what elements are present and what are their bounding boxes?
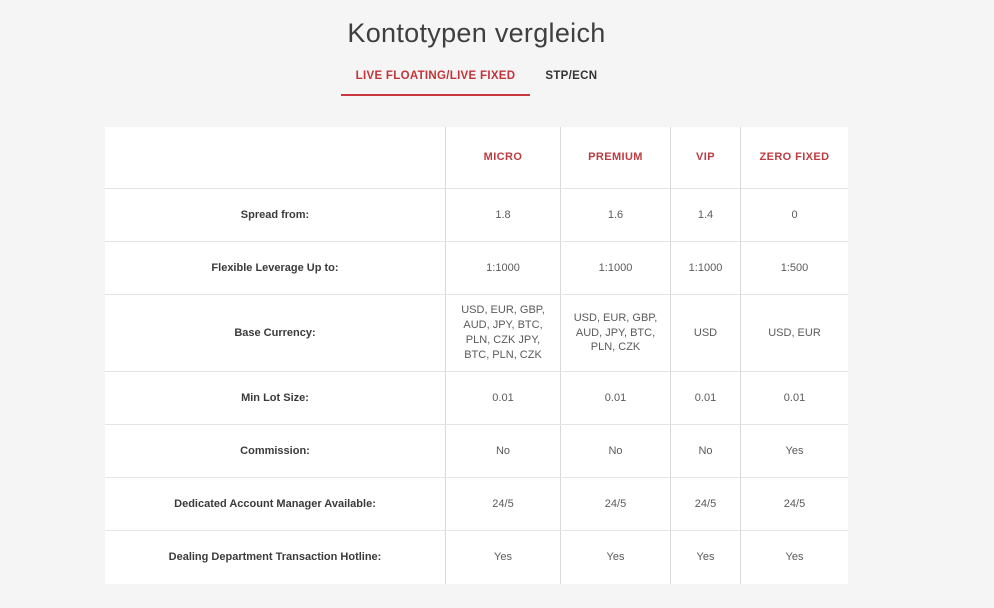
column-header-micro: MICRO: [445, 127, 560, 188]
cell-value: No: [445, 425, 560, 477]
cell-value: USD, EUR, GBP, AUD, JPY, BTC, PLN, CZK: [560, 295, 670, 371]
cell-value: 1:1000: [560, 242, 670, 294]
row-label: Dealing Department Transaction Hotline:: [168, 551, 382, 564]
cell-value: 0.01: [445, 372, 560, 424]
cell-value: 1.4: [670, 189, 740, 241]
cell-value: 0.01: [670, 372, 740, 424]
cell-value: Yes: [740, 425, 848, 477]
table-header-row: MICRO PREMIUM VIP ZERO FIXED: [105, 127, 848, 189]
cell-value: Yes: [560, 531, 670, 584]
cell-value: 1:1000: [670, 242, 740, 294]
cell-value: 24/5: [670, 478, 740, 530]
table-row-base-currency: Base Currency: USD, EUR, GBP, AUD, JPY, …: [105, 295, 848, 372]
cell-value: 1.8: [445, 189, 560, 241]
cell-value: Yes: [670, 531, 740, 584]
table-row-transaction-hotline: Dealing Department Transaction Hotline: …: [105, 531, 848, 584]
cell-value: 1.6: [560, 189, 670, 241]
tab-stp-ecn[interactable]: STP/ECN: [545, 70, 598, 82]
column-header-vip: VIP: [670, 127, 740, 188]
cell-value: 24/5: [740, 478, 848, 530]
row-label: Commission:: [240, 444, 310, 457]
content-container: Kontotypen vergleich LIVE FLOATING/LIVE …: [105, 0, 848, 584]
tab-live-floating-live-fixed[interactable]: LIVE FLOATING/LIVE FIXED: [340, 61, 531, 96]
table-row-min-lot-size: Min Lot Size: 0.01 0.01 0.01 0.01: [105, 372, 848, 425]
cell-value: Yes: [445, 531, 560, 584]
cell-value: 1:1000: [445, 242, 560, 294]
cell-value: USD, EUR, GBP, AUD, JPY, BTC, PLN, CZK J…: [445, 295, 560, 371]
account-types-comparison-table: MICRO PREMIUM VIP ZERO FIXED Spread from…: [105, 127, 848, 584]
column-header-zero-fixed: ZERO FIXED: [740, 127, 848, 188]
cell-value: 1:500: [740, 242, 848, 294]
page-title: Kontotypen vergleich: [347, 18, 606, 48]
table-row-flexible-leverage: Flexible Leverage Up to: 1:1000 1:1000 1…: [105, 242, 848, 295]
column-header-premium: PREMIUM: [560, 127, 670, 188]
row-label: Spread from:: [240, 208, 310, 221]
cell-value: 24/5: [560, 478, 670, 530]
cell-value: No: [560, 425, 670, 477]
cell-value: 0.01: [560, 372, 670, 424]
row-label: Min Lot Size:: [241, 391, 309, 404]
table-row-commission: Commission: No No No Yes: [105, 425, 848, 478]
cell-value: 0.01: [740, 372, 848, 424]
cell-value: Yes: [740, 531, 848, 584]
tab-bar: LIVE FLOATING/LIVE FIXED STP/ECN: [105, 61, 848, 96]
row-label: Flexible Leverage Up to:: [211, 261, 339, 274]
cell-value: No: [670, 425, 740, 477]
row-label: Base Currency:: [234, 326, 316, 339]
table-row-spread-from: Spread from: 1.8 1.6 1.4 0: [105, 189, 848, 242]
cell-value: USD: [670, 295, 740, 371]
table-row-account-manager: Dedicated Account Manager Available: 24/…: [105, 478, 848, 531]
cell-value: USD, EUR: [740, 295, 848, 371]
cell-value: 0: [740, 189, 848, 241]
column-header-empty: [105, 127, 445, 188]
row-label: Dedicated Account Manager Available:: [174, 497, 376, 510]
cell-value: 24/5: [445, 478, 560, 530]
